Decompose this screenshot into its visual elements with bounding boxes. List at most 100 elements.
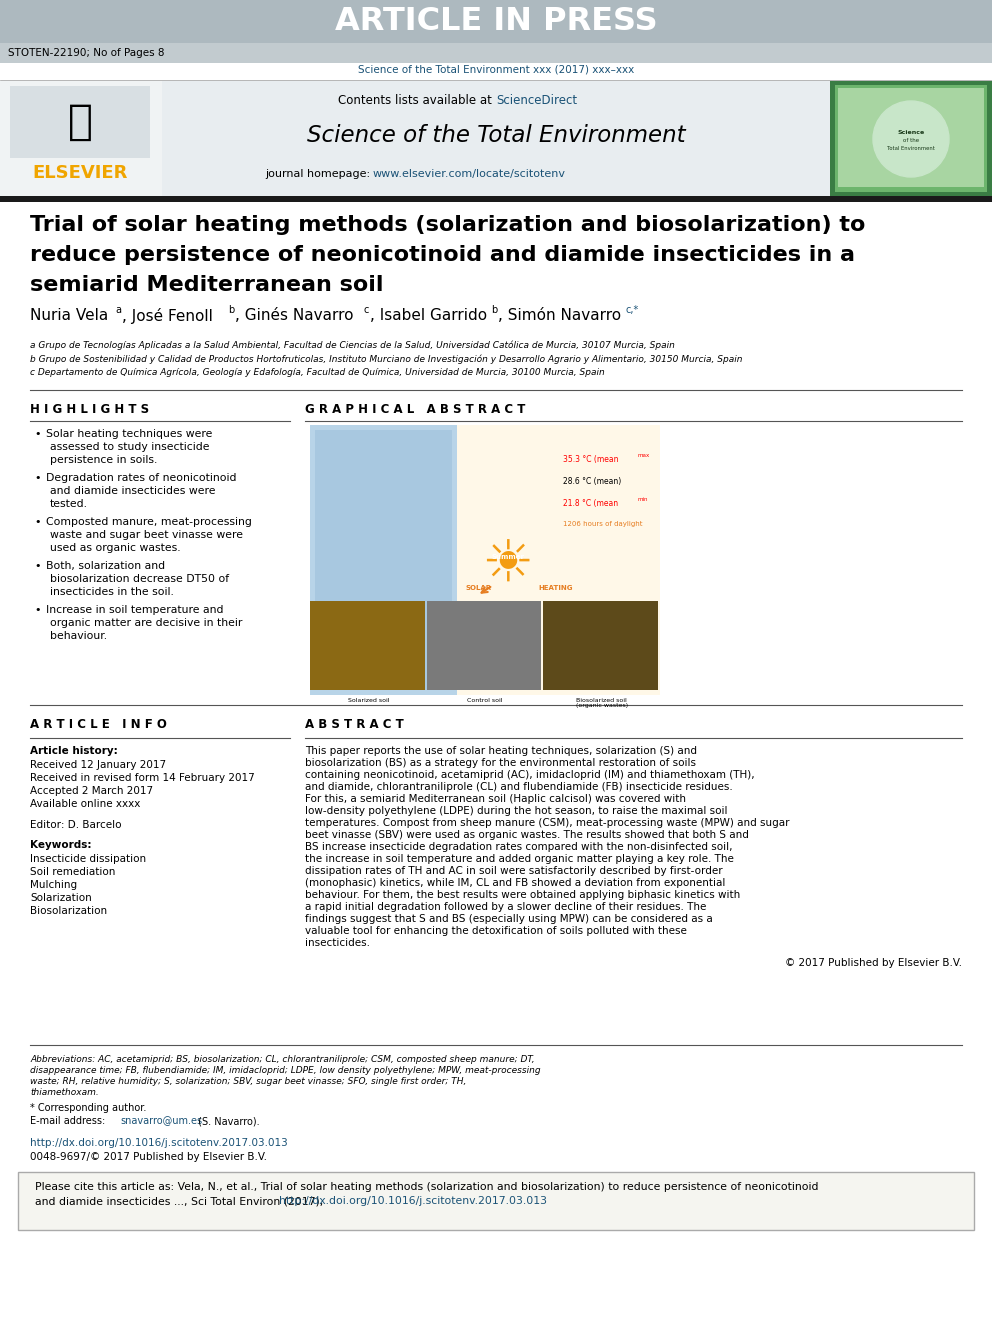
Text: E-mail address:: E-mail address:: [30, 1117, 108, 1126]
Text: •: •: [34, 561, 41, 572]
Bar: [0, 81, 162, 196]
Bar: [310, 601, 425, 689]
Text: Science of the Total Environment: Science of the Total Environment: [307, 124, 685, 147]
Text: Science of the Total Environment xxx (2017) xxx–xxx: Science of the Total Environment xxx (20…: [358, 65, 634, 75]
Text: behaviour.: behaviour.: [50, 631, 107, 642]
Text: insecticides in the soil.: insecticides in the soil.: [50, 587, 174, 597]
Text: Contents lists available at: Contents lists available at: [338, 94, 496, 107]
Text: Keywords:: Keywords:: [30, 840, 91, 849]
Text: Increase in soil temperature and: Increase in soil temperature and: [46, 605, 223, 615]
Text: max: max: [638, 452, 650, 458]
Text: disappearance time; FB, flubendiamide; IM, imidacloprid; LDPE, low density polye: disappearance time; FB, flubendiamide; I…: [30, 1066, 541, 1076]
Text: Insecticide dissipation: Insecticide dissipation: [30, 855, 146, 864]
Text: http://dx.doi.org/10.1016/j.scitotenv.2017.03.013: http://dx.doi.org/10.1016/j.scitotenv.20…: [30, 1138, 288, 1148]
Text: ELSEVIER: ELSEVIER: [33, 164, 128, 183]
Text: This paper reports the use of solar heating techniques, solarization (S) and: This paper reports the use of solar heat…: [305, 746, 697, 755]
Text: snavarro@um.es: snavarro@um.es: [120, 1117, 202, 1126]
Bar: [457, 425, 660, 695]
Bar: [544, 601, 658, 689]
Bar: [0, 196, 992, 202]
Text: valuable tool for enhancing the detoxification of soils polluted with these: valuable tool for enhancing the detoxifi…: [305, 926, 686, 935]
Bar: [0, 0, 992, 44]
Text: Received 12 January 2017: Received 12 January 2017: [30, 759, 166, 770]
Text: * Corresponding author.: * Corresponding author.: [30, 1103, 147, 1113]
Text: Abbreviations: AC, acetamiprid; BS, biosolarization; CL, chlorantraniliprole; CS: Abbreviations: AC, acetamiprid; BS, bios…: [30, 1054, 535, 1064]
Bar: [830, 81, 992, 196]
Bar: [427, 601, 542, 689]
Text: ARTICLE IN PRESS: ARTICLE IN PRESS: [334, 5, 658, 37]
Bar: [10, 86, 150, 157]
Text: Accepted 2 March 2017: Accepted 2 March 2017: [30, 786, 153, 796]
Text: •: •: [34, 474, 41, 483]
Text: HEATING: HEATING: [539, 586, 572, 591]
Text: A R T I C L E   I N F O: A R T I C L E I N F O: [30, 718, 167, 732]
Bar: [310, 425, 660, 695]
Text: and diamide insecticides were: and diamide insecticides were: [50, 486, 215, 496]
Text: , Simón Navarro: , Simón Navarro: [498, 308, 621, 323]
Text: , José Fenoll: , José Fenoll: [122, 308, 213, 324]
Text: , Isabel Garrido: , Isabel Garrido: [370, 308, 487, 323]
Text: G R A P H I C A L   A B S T R A C T: G R A P H I C A L A B S T R A C T: [305, 404, 526, 415]
Text: organic matter are decisive in their: organic matter are decisive in their: [50, 618, 242, 628]
Text: c,*: c,*: [625, 306, 638, 315]
Text: biosolarization decrease DT50 of: biosolarization decrease DT50 of: [50, 574, 229, 583]
Text: H I G H L I G H T S: H I G H L I G H T S: [30, 404, 149, 415]
Text: containing neonicotinoid, acetamiprid (AC), imidacloprid (IM) and thiamethoxam (: containing neonicotinoid, acetamiprid (A…: [305, 770, 755, 781]
Text: Both, solarization and: Both, solarization and: [46, 561, 165, 572]
Text: Control soil: Control soil: [467, 697, 503, 703]
Text: A B S T R A C T: A B S T R A C T: [305, 718, 404, 732]
Text: BS increase insecticide degradation rates compared with the non-disinfected soil: BS increase insecticide degradation rate…: [305, 841, 732, 852]
Text: reduce persistence of neonicotinoid and diamide insecticides in a: reduce persistence of neonicotinoid and …: [30, 245, 855, 265]
Text: 🌲: 🌲: [67, 101, 92, 143]
Text: assessed to study insecticide: assessed to study insecticide: [50, 442, 209, 452]
Text: waste and sugar beet vinasse were: waste and sugar beet vinasse were: [50, 531, 243, 540]
Text: Composted manure, meat-processing: Composted manure, meat-processing: [46, 517, 252, 527]
Text: Biosolarized soil
(organic wastes): Biosolarized soil (organic wastes): [575, 697, 628, 708]
Text: thiamethoxam.: thiamethoxam.: [30, 1088, 99, 1097]
Text: a Grupo de Tecnologías Aplicadas a la Salud Ambiental, Facultad de Ciencias de l: a Grupo de Tecnologías Aplicadas a la Sa…: [30, 340, 675, 349]
Text: Editor: D. Barcelo: Editor: D. Barcelo: [30, 820, 121, 830]
Text: Solarization: Solarization: [30, 893, 91, 904]
Text: temperatures. Compost from sheep manure (CSM), meat-processing waste (MPW) and s: temperatures. Compost from sheep manure …: [305, 818, 790, 828]
Text: 28.6 °C (mean): 28.6 °C (mean): [562, 478, 621, 486]
Text: b Grupo de Sostenibilidad y Calidad de Productos Hortofruticolas, Instituto Murc: b Grupo de Sostenibilidad y Calidad de P…: [30, 355, 742, 364]
Text: the increase in soil temperature and added organic matter playing a key role. Th: the increase in soil temperature and add…: [305, 855, 734, 864]
Text: Nuria Vela: Nuria Vela: [30, 308, 108, 323]
Text: and diamide insecticides ..., Sci Total Environ (2017),: and diamide insecticides ..., Sci Total …: [35, 1196, 326, 1207]
Circle shape: [873, 101, 949, 177]
Text: min: min: [638, 497, 648, 501]
Text: Total Environment: Total Environment: [887, 146, 934, 151]
Text: (monophasic) kinetics, while IM, CL and FB showed a deviation from exponential: (monophasic) kinetics, while IM, CL and …: [305, 878, 725, 888]
Text: of the: of the: [903, 139, 919, 143]
Text: Summer: Summer: [491, 554, 524, 561]
Text: findings suggest that S and BS (especially using MPW) can be considered as a: findings suggest that S and BS (especial…: [305, 914, 712, 923]
Text: (S. Navarro).: (S. Navarro).: [195, 1117, 260, 1126]
Text: Science: Science: [898, 131, 925, 135]
Text: low-density polyethylene (LDPE) during the hot season, to raise the maximal soil: low-density polyethylene (LDPE) during t…: [305, 806, 727, 816]
Bar: [18, 1172, 974, 1230]
Text: Biosolarization: Biosolarization: [30, 906, 107, 916]
Text: , Ginés Navarro: , Ginés Navarro: [235, 308, 353, 323]
Text: Degradation rates of neonicotinoid: Degradation rates of neonicotinoid: [46, 474, 236, 483]
Text: waste; RH, relative humidity; S, solarization; SBV, sugar beet vinasse; SFO, sin: waste; RH, relative humidity; S, solariz…: [30, 1077, 466, 1086]
Text: insecticides.: insecticides.: [305, 938, 370, 949]
Text: behaviour. For them, the best results were obtained applying biphasic kinetics w: behaviour. For them, the best results we…: [305, 890, 740, 900]
Text: used as organic wastes.: used as organic wastes.: [50, 542, 181, 553]
Text: ScienceDirect: ScienceDirect: [496, 94, 577, 107]
Text: beet vinasse (SBV) were used as organic wastes. The results showed that both S a: beet vinasse (SBV) were used as organic …: [305, 830, 749, 840]
Text: 35.3 °C (mean: 35.3 °C (mean: [562, 455, 618, 464]
Text: b: b: [491, 306, 497, 315]
Text: www.elsevier.com/locate/scitotenv: www.elsevier.com/locate/scitotenv: [373, 169, 566, 179]
Bar: [162, 81, 830, 196]
Text: a rapid initial degradation followed by a slower decline of their residues. The: a rapid initial degradation followed by …: [305, 902, 706, 912]
Text: Soil remediation: Soil remediation: [30, 867, 115, 877]
Text: a: a: [115, 306, 121, 315]
Bar: [0, 44, 992, 64]
Text: 1206 hours of daylight: 1206 hours of daylight: [562, 521, 642, 527]
Text: ☀: ☀: [481, 537, 534, 594]
Text: persistence in soils.: persistence in soils.: [50, 455, 158, 464]
Text: •: •: [34, 429, 41, 439]
Text: c Departamento de Química Agrícola, Geología y Edafología, Facultad de Química, : c Departamento de Química Agrícola, Geol…: [30, 368, 605, 377]
Text: http://dx.doi.org/10.1016/j.scitotenv.2017.03.013: http://dx.doi.org/10.1016/j.scitotenv.20…: [279, 1196, 547, 1207]
Text: For this, a semiarid Mediterranean soil (Haplic calcisol) was covered with: For this, a semiarid Mediterranean soil …: [305, 794, 686, 804]
